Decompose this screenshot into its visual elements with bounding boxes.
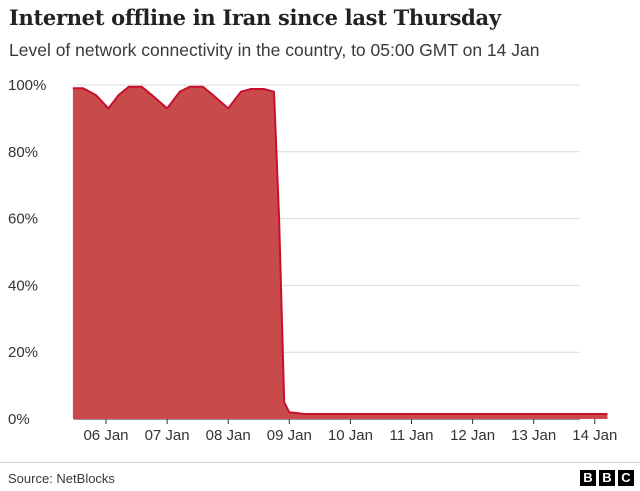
x-tick-label: 06 Jan (83, 427, 128, 444)
connectivity-line (72, 85, 608, 415)
x-tick-label: 10 Jan (328, 427, 373, 444)
x-tick-label: 07 Jan (145, 427, 190, 444)
y-tick-label: 80% (8, 144, 38, 161)
bbc-logo-block-2: B (599, 470, 615, 486)
y-tick-label: 60% (8, 211, 38, 228)
y-tick-label: 40% (8, 277, 38, 294)
x-tick-label: 14 Jan (572, 427, 617, 444)
bbc-logo-block-1: B (580, 470, 596, 486)
connectivity-chart: 0% 20% 40% 60% 80% 100% 06 Jan 07 Jan 08 Jan 09 J… (8, 77, 617, 444)
axis-layer: 0% 20% 40% 60% 80% 100% 06 Jan 07 Jan 08 Jan 09 J… (8, 77, 617, 444)
source-note: Source: NetBlocks (8, 471, 115, 486)
footer-divider (0, 462, 640, 463)
bbc-logo-block-3: C (618, 470, 634, 486)
x-tick-label: 13 Jan (511, 427, 556, 444)
chart-subtitle: Level of network connectivity in the cou… (9, 40, 540, 60)
y-tick-label: 100% (8, 77, 46, 94)
connectivity-area (72, 86, 608, 419)
x-tick-label: 08 Jan (206, 427, 251, 444)
x-tick-label: 11 Jan (390, 427, 434, 444)
x-tick-label: 12 Jan (450, 427, 495, 444)
area-layer (72, 85, 608, 419)
chart-title: Internet offline in Iran since last Thur… (9, 5, 501, 30)
y-tick-label: 20% (8, 344, 38, 361)
bbc-logo: B B C (580, 470, 634, 486)
x-tick-label: 09 Jan (267, 427, 312, 444)
y-tick-label: 0% (8, 411, 30, 428)
